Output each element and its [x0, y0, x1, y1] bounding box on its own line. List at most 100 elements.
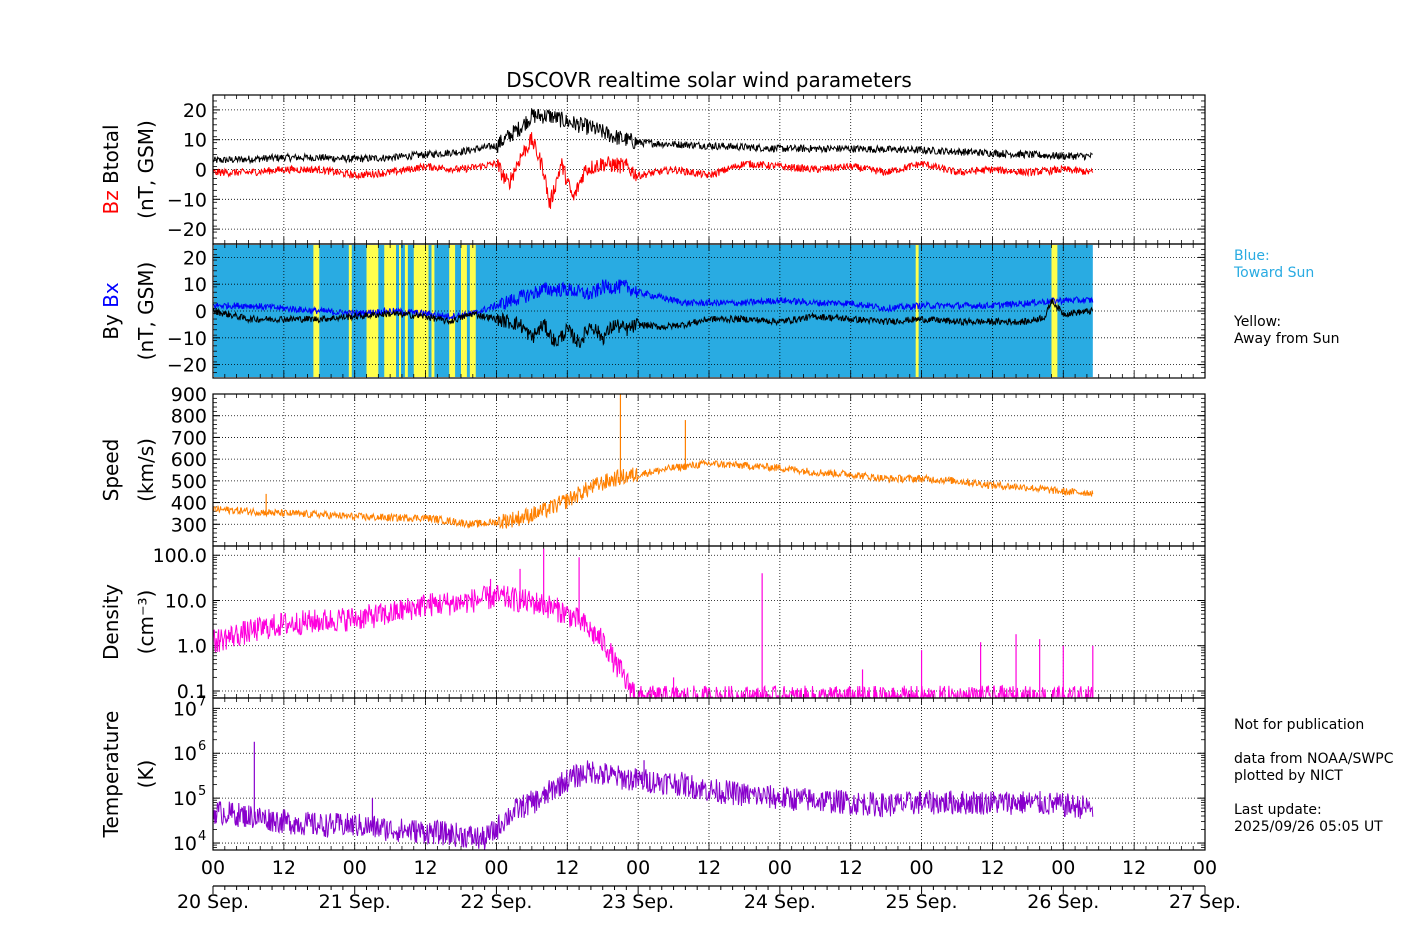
- ylabel-part: Speed: [99, 439, 123, 502]
- ylabel-line1: Bz Btotal: [99, 124, 123, 214]
- ylabel-line2: (km/s): [134, 438, 158, 502]
- ytick-label: 400: [171, 493, 207, 515]
- ytick-exponent: 7: [198, 694, 206, 709]
- polarity-legend-blue: Blue: Toward Sun: [1234, 248, 1314, 282]
- xtick-date-label: 23 Sep.: [602, 891, 674, 913]
- ytick-label: 0: [195, 301, 207, 323]
- ylabel-line1: Temperature: [99, 711, 123, 839]
- away-sun-band: [915, 245, 919, 377]
- ytick-label: −10: [167, 328, 207, 350]
- panel-density: 100.0 10.0 1.0 0.1 Density (cm⁻³): [99, 545, 1206, 703]
- series-temperature: [212, 760, 1094, 851]
- xtick-hour-label: 00: [1051, 857, 1075, 879]
- ylabel-part: Temperature: [99, 711, 123, 839]
- xtick-hour-label: 12: [697, 857, 721, 879]
- ytick-label: 20: [183, 247, 207, 269]
- xtick-hour-label: 00: [343, 857, 367, 879]
- chart-title: DSCOVR realtime solar wind parameters: [506, 68, 912, 92]
- blue-label: Blue:: [1234, 248, 1270, 264]
- ytick-label: 10: [173, 743, 197, 765]
- x-axis: 00 12 00 12 00 12 00 12 00 12 00 12 00 12 00 20 Sep. 21 …: [177, 857, 1241, 913]
- plotted-by-note: plotted by NICT: [1234, 768, 1343, 784]
- xtick-hour-label: 00: [909, 857, 933, 879]
- xtick-hour-label: 12: [1122, 857, 1146, 879]
- away-sun-band: [469, 245, 476, 377]
- ytick-label: 10: [183, 130, 207, 152]
- ytick-label: −10: [167, 189, 207, 211]
- ytick-exponent: 5: [198, 784, 206, 799]
- xtick-hour-label: 12: [555, 857, 579, 879]
- last-update-label: Last update:: [1234, 802, 1322, 818]
- yellow-desc: Away from Sun: [1234, 331, 1340, 347]
- ylabel-line1: Speed: [99, 439, 123, 502]
- xtick-date-label: 27 Sep.: [1169, 891, 1241, 913]
- away-sun-band: [461, 245, 467, 377]
- panel-bxby: 20 10 0 −10 −20 By Bx (nT, GSM): [99, 243, 1206, 379]
- ytick-label: 0.1: [177, 681, 207, 703]
- ytick-label: 10: [173, 833, 197, 855]
- ytick-label: 20: [183, 100, 207, 122]
- data-source-note: data from NOAA/SWPC: [1234, 751, 1394, 767]
- ylabel-line1: By Bx: [99, 282, 123, 340]
- ytick-label: 10: [173, 788, 197, 810]
- xtick-hour-label: 12: [980, 857, 1004, 879]
- xtick-date-label: 25 Sep.: [886, 891, 958, 913]
- xtick-date-label: 24 Sep.: [744, 891, 816, 913]
- panel-bfield: 20 10 0 −10 −20 Bz Btotal (nT, GSM): [99, 94, 1206, 245]
- ytick-label: 800: [171, 406, 207, 428]
- ylabel-line1: Density: [99, 584, 123, 660]
- xtick-hour-label: 12: [839, 857, 863, 879]
- ylabel-part: Bz: [99, 190, 123, 214]
- xtick-date-label: 21 Sep.: [319, 891, 391, 913]
- xtick-hour-label: 00: [201, 857, 225, 879]
- series-btotal: [212, 108, 1093, 165]
- xtick-hour-label: 00: [768, 857, 792, 879]
- ylabel-line2: (nT, GSM): [134, 262, 158, 361]
- polarity-legend-yellow: Yellow: Away from Sun: [1234, 314, 1339, 348]
- ylabel-line2: (cm⁻³): [134, 590, 158, 655]
- xtick-date-label: 22 Sep.: [460, 891, 532, 913]
- series-by: [212, 298, 1094, 349]
- panel-frame: [212, 243, 1206, 379]
- ytick-label: 100.0: [153, 545, 207, 567]
- xtick-hour-label: 00: [626, 857, 650, 879]
- ytick-label: −20: [167, 355, 207, 377]
- last-update-value: 2025/09/26 05:05 UT: [1234, 819, 1383, 835]
- ytick-label: 10.0: [165, 590, 207, 612]
- ytick-label: 300: [171, 514, 207, 536]
- ytick-exponent: 4: [198, 829, 206, 844]
- panel-group: 20 10 0 −10 −20 Bz Btotal (nT, GSM) 20 10 0 −10 −20…: [99, 94, 1206, 855]
- xtick-hour-label: 00: [1193, 857, 1217, 879]
- ylabel-part: Bx: [99, 282, 123, 314]
- ytick-label: 1.0: [177, 636, 207, 658]
- xtick-date-label: 20 Sep.: [177, 891, 249, 913]
- ylabel-part: Btotal: [99, 124, 123, 190]
- ytick-label: −20: [167, 219, 207, 241]
- xtick-hour-label: 12: [413, 857, 437, 879]
- ylabel-line2: (K): [134, 760, 158, 789]
- xtick-hour-label: 12: [272, 857, 296, 879]
- series-bz: [212, 132, 1094, 209]
- away-sun-band: [449, 245, 456, 377]
- xtick-hour-label: 00: [484, 857, 508, 879]
- ytick-label: 10: [173, 698, 197, 720]
- series-density: [212, 584, 1093, 700]
- not-for-publication-note: Not for publication: [1234, 717, 1365, 733]
- panel-frame: [212, 697, 1206, 851]
- yellow-label: Yellow:: [1234, 314, 1282, 330]
- ytick-label: 600: [171, 449, 207, 471]
- ytick-label: 0: [195, 160, 207, 182]
- ytick-label: 10: [183, 274, 207, 296]
- ytick-label: 900: [171, 384, 207, 406]
- ytick-exponent: 6: [198, 739, 206, 754]
- blue-desc: Toward Sun: [1234, 265, 1315, 281]
- ylabel-line2: (nT, GSM): [134, 120, 158, 219]
- ylabel-part: Density: [99, 584, 123, 660]
- ylabel-part: By: [99, 314, 123, 340]
- ytick-label: 700: [171, 427, 207, 449]
- away-sun-band: [1051, 245, 1058, 377]
- away-sun-band: [404, 245, 408, 377]
